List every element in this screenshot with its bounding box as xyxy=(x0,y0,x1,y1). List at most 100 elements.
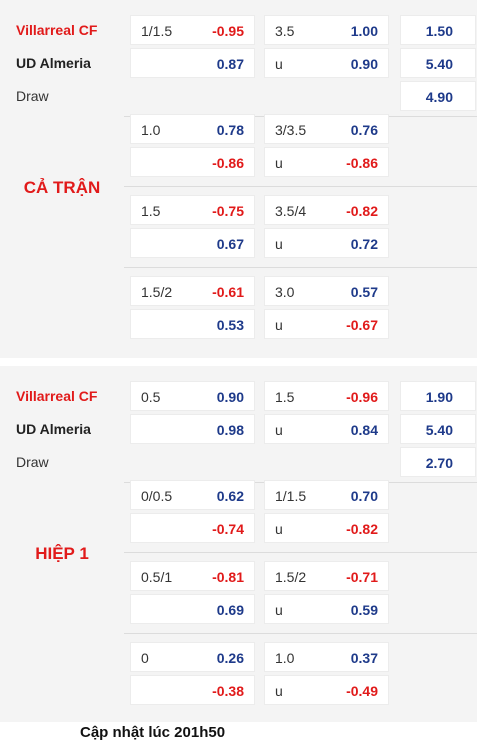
handicap-line: 0.5/1 xyxy=(141,569,173,585)
over-under-line: 1/1.5 xyxy=(275,488,307,504)
handicap-home-odds: 0.26 xyxy=(216,650,244,666)
handicap-home-cell[interactable]: 1.5 -0.75 xyxy=(130,195,255,225)
section-separator xyxy=(0,359,477,365)
over-cell[interactable]: 1/1.5 0.70 xyxy=(264,480,389,510)
handicap-away-cell[interactable]: -0.38 xyxy=(130,675,255,705)
handicap-line: 0 xyxy=(141,650,149,666)
handicap-home-cell[interactable]: 0.5/1 -0.81 xyxy=(130,561,255,591)
over-odds: 0.37 xyxy=(350,650,378,666)
handicap-away-odds: -0.86 xyxy=(212,155,244,171)
over-under-line: 1.5 xyxy=(275,389,295,405)
over-under-line: 3.0 xyxy=(275,284,295,300)
over-cell[interactable]: 1.5 -0.96 xyxy=(264,381,389,411)
under-cell[interactable]: u -0.67 xyxy=(264,309,389,339)
home-team-name: Villarreal CF xyxy=(16,22,98,38)
handicap-home-odds: 0.62 xyxy=(216,488,244,504)
handicap-home-cell[interactable]: 0 0.26 xyxy=(130,642,255,672)
row-divider xyxy=(124,633,477,634)
over-under-line: 3.5 xyxy=(275,23,295,39)
over-cell[interactable]: 3.5 1.00 xyxy=(264,15,389,45)
handicap-home-cell[interactable]: 0/0.5 0.62 xyxy=(130,480,255,510)
under-cell[interactable]: u 0.59 xyxy=(264,594,389,624)
x12-draw-odds: 4.90 xyxy=(425,89,453,105)
over-cell[interactable]: 1.5/2 -0.71 xyxy=(264,561,389,591)
under-label: u xyxy=(275,683,283,699)
handicap-away-cell[interactable]: 0.67 xyxy=(130,228,255,258)
handicap-home-odds: -0.95 xyxy=(212,23,244,39)
handicap-home-cell[interactable]: 1/1.5 -0.95 xyxy=(130,15,255,45)
x12-draw-cell[interactable]: 4.90 xyxy=(400,81,476,111)
over-odds: -0.96 xyxy=(346,389,378,405)
handicap-home-odds: -0.81 xyxy=(212,569,244,585)
under-odds: -0.67 xyxy=(346,317,378,333)
handicap-line: 1.5 xyxy=(141,203,161,219)
home-team-name: Villarreal CF xyxy=(16,388,98,404)
handicap-line: 1.5/2 xyxy=(141,284,173,300)
under-label: u xyxy=(275,56,283,72)
handicap-home-cell[interactable]: 0.5 0.90 xyxy=(130,381,255,411)
under-odds: 0.90 xyxy=(350,56,378,72)
handicap-away-cell[interactable]: 0.87 xyxy=(130,48,255,78)
under-label: u xyxy=(275,317,283,333)
period-label: CẢ TRẬN xyxy=(23,178,101,197)
handicap-home-cell[interactable]: 1.5/2 -0.61 xyxy=(130,276,255,306)
handicap-away-odds: -0.38 xyxy=(212,683,244,699)
under-odds: 0.84 xyxy=(350,422,378,438)
row-divider xyxy=(124,267,477,268)
handicap-line: 0/0.5 xyxy=(141,488,173,504)
handicap-away-cell[interactable]: -0.74 xyxy=(130,513,255,543)
under-cell[interactable]: u 0.72 xyxy=(264,228,389,258)
under-odds: 0.59 xyxy=(350,602,378,618)
handicap-away-odds: 0.87 xyxy=(216,56,244,72)
over-under-line: 3/3.5 xyxy=(275,122,307,138)
over-odds: -0.82 xyxy=(346,203,378,219)
under-cell[interactable]: u -0.86 xyxy=(264,147,389,177)
under-cell[interactable]: u -0.49 xyxy=(264,675,389,705)
period-label: HIỆP 1 xyxy=(35,544,89,563)
over-cell[interactable]: 3/3.5 0.76 xyxy=(264,114,389,144)
draw-label: Draw xyxy=(16,454,49,470)
over-cell[interactable]: 3.0 0.57 xyxy=(264,276,389,306)
over-cell[interactable]: 1.0 0.37 xyxy=(264,642,389,672)
update-time-text: Cập nhật lúc 201h50 xyxy=(80,724,226,741)
handicap-away-odds: 0.98 xyxy=(216,422,244,438)
handicap-away-odds: -0.74 xyxy=(212,521,244,537)
x12-home-cell[interactable]: 1.50 xyxy=(400,15,476,45)
x12-draw-odds: 2.70 xyxy=(425,455,453,471)
handicap-away-odds: 0.53 xyxy=(216,317,244,333)
under-cell[interactable]: u -0.82 xyxy=(264,513,389,543)
x12-draw-cell[interactable]: 2.70 xyxy=(400,447,476,477)
over-under-line: 1.0 xyxy=(275,650,295,666)
under-cell[interactable]: u 0.84 xyxy=(264,414,389,444)
handicap-line: 0.5 xyxy=(141,389,161,405)
handicap-home-odds: 0.78 xyxy=(216,122,244,138)
under-cell[interactable]: u 0.90 xyxy=(264,48,389,78)
under-label: u xyxy=(275,236,283,252)
handicap-home-cell[interactable]: 1.0 0.78 xyxy=(130,114,255,144)
x12-away-cell[interactable]: 5.40 xyxy=(400,414,476,444)
under-odds: -0.82 xyxy=(346,521,378,537)
handicap-away-cell[interactable]: 0.53 xyxy=(130,309,255,339)
x12-home-odds: 1.50 xyxy=(425,23,453,39)
under-label: u xyxy=(275,602,283,618)
draw-label: Draw xyxy=(16,88,49,104)
under-odds: -0.49 xyxy=(346,683,378,699)
under-label: u xyxy=(275,521,283,537)
under-odds: 0.72 xyxy=(350,236,378,252)
over-odds: 0.57 xyxy=(350,284,378,300)
over-cell[interactable]: 3.5/4 -0.82 xyxy=(264,195,389,225)
x12-home-cell[interactable]: 1.90 xyxy=(400,381,476,411)
handicap-away-cell[interactable]: -0.86 xyxy=(130,147,255,177)
x12-away-odds: 5.40 xyxy=(425,422,453,438)
away-team-name: UD Almeria xyxy=(16,421,91,437)
x12-away-cell[interactable]: 5.40 xyxy=(400,48,476,78)
over-odds: 0.70 xyxy=(350,488,378,504)
handicap-home-odds: 0.90 xyxy=(216,389,244,405)
handicap-away-cell[interactable]: 0.69 xyxy=(130,594,255,624)
under-label: u xyxy=(275,422,283,438)
row-divider xyxy=(124,552,477,553)
over-odds: -0.71 xyxy=(346,569,378,585)
over-under-line: 1.5/2 xyxy=(275,569,307,585)
handicap-away-cell[interactable]: 0.98 xyxy=(130,414,255,444)
x12-away-odds: 5.40 xyxy=(425,56,453,72)
